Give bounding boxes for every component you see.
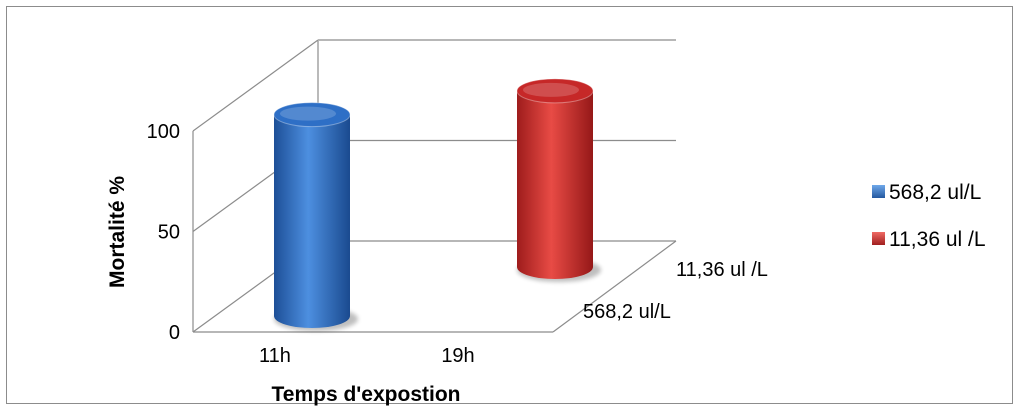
- legend: 568,2 ul/L 11,36 ul /L: [872, 181, 986, 251]
- x-tick-label-11h: 11h: [259, 345, 291, 367]
- y-axis-title: Mortalité %: [106, 176, 129, 288]
- bar-top-highlight: [523, 83, 579, 97]
- y-tick-label-100: 100: [147, 121, 180, 143]
- legend-label-series-2: 11,36 ul /L: [889, 228, 986, 251]
- bar-19h-series-2: [517, 79, 601, 282]
- bar-body: [274, 115, 350, 328]
- depth-tick-label-series-2: 11,36 ul /L: [676, 259, 768, 281]
- bar-body: [517, 91, 593, 279]
- bars: [274, 79, 601, 331]
- y-tick-labels: 0 50 100: [147, 121, 180, 344]
- legend-swatch-series-2: [872, 232, 885, 245]
- x-tick-label-19h: 19h: [441, 345, 474, 367]
- x-axis-title: Temps d'expostion: [272, 383, 461, 406]
- bar-11h-series-1: [274, 103, 358, 331]
- depth-tick-label-series-1: 568,2 ul/L: [583, 301, 671, 323]
- gridlines: [193, 40, 676, 332]
- legend-swatch-series-1: [872, 185, 885, 198]
- y-tick-label-50: 50: [158, 222, 180, 244]
- legend-label-series-1: 568,2 ul/L: [889, 181, 981, 204]
- y-tick-label-0: 0: [169, 322, 180, 344]
- plot-frame: [193, 41, 676, 332]
- bar-top-highlight: [280, 107, 336, 121]
